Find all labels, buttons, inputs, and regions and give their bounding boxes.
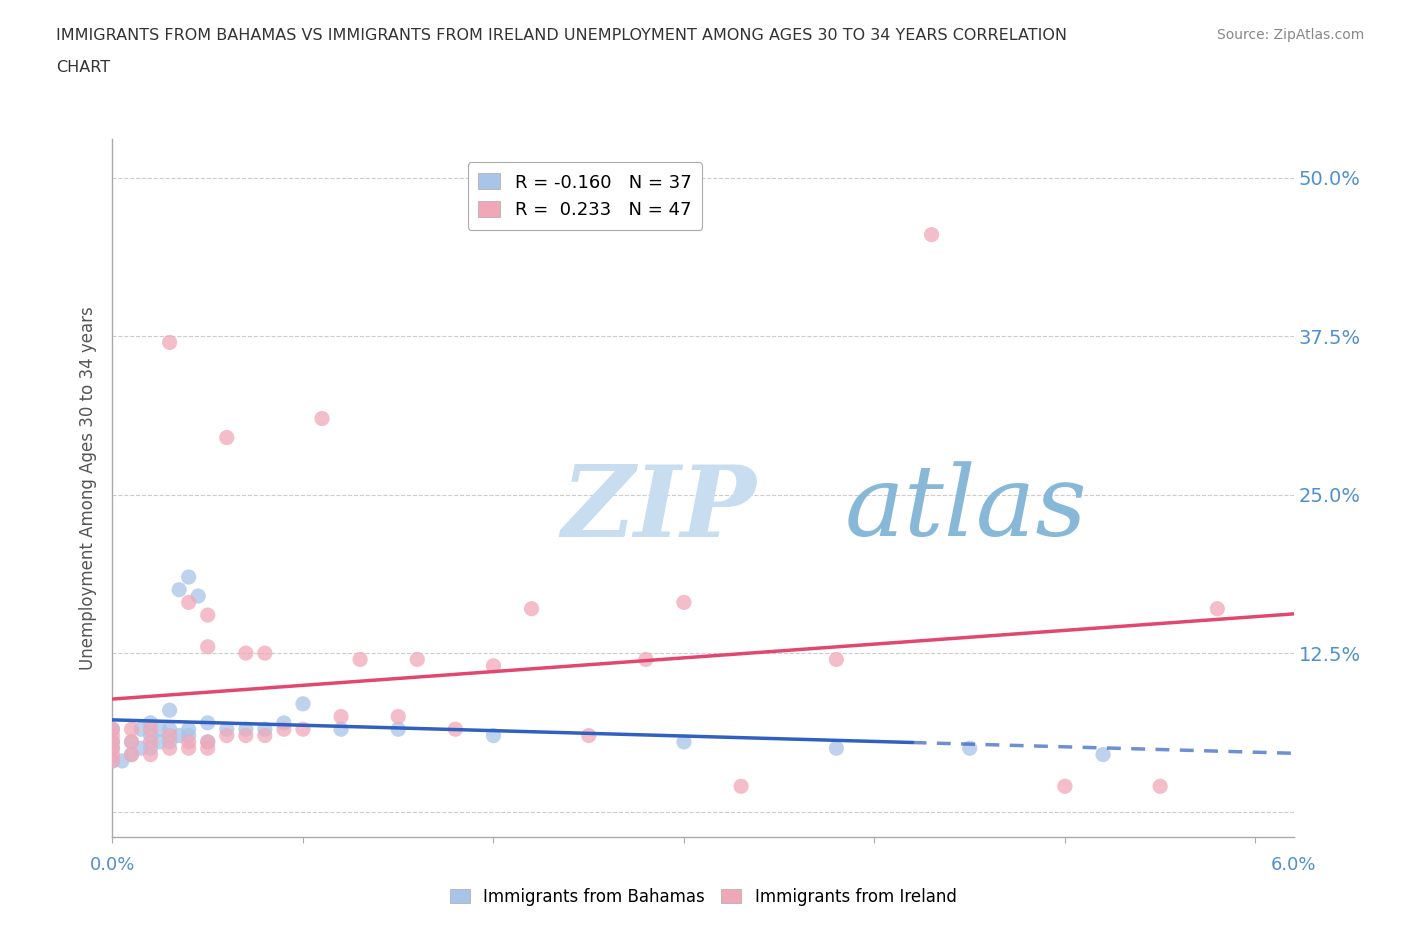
Point [311, 411, 333, 426]
Point [215, 722, 238, 737]
Point [235, 645, 257, 660]
Point [139, 722, 162, 737]
Point [235, 728, 257, 743]
Legend: R = -0.160   N = 37, R =  0.233   N = 47: R = -0.160 N = 37, R = 0.233 N = 47 [468, 163, 702, 230]
Point [159, 703, 181, 718]
Point [101, 741, 124, 756]
Point [578, 728, 600, 743]
Point [121, 722, 143, 737]
Point [177, 728, 200, 743]
Point [101, 735, 124, 750]
Point [634, 652, 657, 667]
Text: atlas: atlas [845, 461, 1087, 557]
Point [121, 747, 143, 762]
Point [139, 728, 162, 743]
Point [197, 735, 219, 750]
Point [1092, 747, 1115, 762]
Point [177, 735, 200, 750]
Point [101, 722, 124, 737]
Point [177, 595, 200, 610]
Point [215, 728, 238, 743]
Point [387, 722, 409, 737]
Point [921, 227, 943, 242]
Point [197, 639, 219, 654]
Point [349, 652, 371, 667]
Point [139, 735, 162, 750]
Point [111, 753, 134, 768]
Point [253, 728, 276, 743]
Point [235, 722, 257, 737]
Point [121, 747, 143, 762]
Text: ZIP: ZIP [561, 461, 756, 557]
Point [101, 747, 124, 762]
Text: 0.0%: 0.0% [90, 856, 135, 873]
Point [215, 430, 238, 445]
Text: IMMIGRANTS FROM BAHAMAS VS IMMIGRANTS FROM IRELAND UNEMPLOYMENT AMONG AGES 30 TO: IMMIGRANTS FROM BAHAMAS VS IMMIGRANTS FR… [56, 28, 1067, 43]
Point [121, 735, 143, 750]
Text: Source: ZipAtlas.com: Source: ZipAtlas.com [1216, 28, 1364, 42]
Point [253, 645, 276, 660]
Point [159, 735, 181, 750]
Point [187, 589, 209, 604]
Point [101, 728, 124, 743]
Point [159, 722, 181, 737]
Point [330, 709, 353, 724]
Point [149, 735, 172, 750]
Point [672, 735, 695, 750]
Point [101, 741, 124, 756]
Point [387, 709, 409, 724]
Point [482, 728, 505, 743]
Point [101, 735, 124, 750]
Legend: Immigrants from Bahamas, Immigrants from Ireland: Immigrants from Bahamas, Immigrants from… [443, 881, 963, 912]
Point [520, 602, 543, 617]
Point [273, 722, 295, 737]
Point [672, 595, 695, 610]
Point [825, 652, 848, 667]
Point [159, 741, 181, 756]
Point [139, 715, 162, 730]
Point [197, 735, 219, 750]
Point [197, 607, 219, 622]
Point [406, 652, 429, 667]
Point [959, 741, 981, 756]
Point [149, 722, 172, 737]
Y-axis label: Unemployment Among Ages 30 to 34 years: Unemployment Among Ages 30 to 34 years [79, 306, 97, 671]
Point [1206, 602, 1229, 617]
Point [129, 722, 152, 737]
Point [177, 722, 200, 737]
Point [167, 582, 190, 597]
Point [330, 722, 353, 737]
Point [159, 728, 181, 743]
Point [730, 778, 752, 793]
Point [253, 722, 276, 737]
Point [291, 722, 314, 737]
Point [197, 715, 219, 730]
Point [197, 741, 219, 756]
Point [101, 722, 124, 737]
Point [444, 722, 467, 737]
Point [291, 697, 314, 711]
Point [1053, 778, 1076, 793]
Point [273, 715, 295, 730]
Point [177, 569, 200, 584]
Point [167, 728, 190, 743]
Point [482, 658, 505, 673]
Point [139, 747, 162, 762]
Point [101, 753, 124, 768]
Point [177, 741, 200, 756]
Text: 6.0%: 6.0% [1271, 856, 1316, 873]
Point [121, 735, 143, 750]
Point [139, 741, 162, 756]
Text: CHART: CHART [56, 60, 110, 75]
Point [101, 753, 124, 768]
Point [1149, 778, 1171, 793]
Point [825, 741, 848, 756]
Point [159, 335, 181, 350]
Point [129, 741, 152, 756]
